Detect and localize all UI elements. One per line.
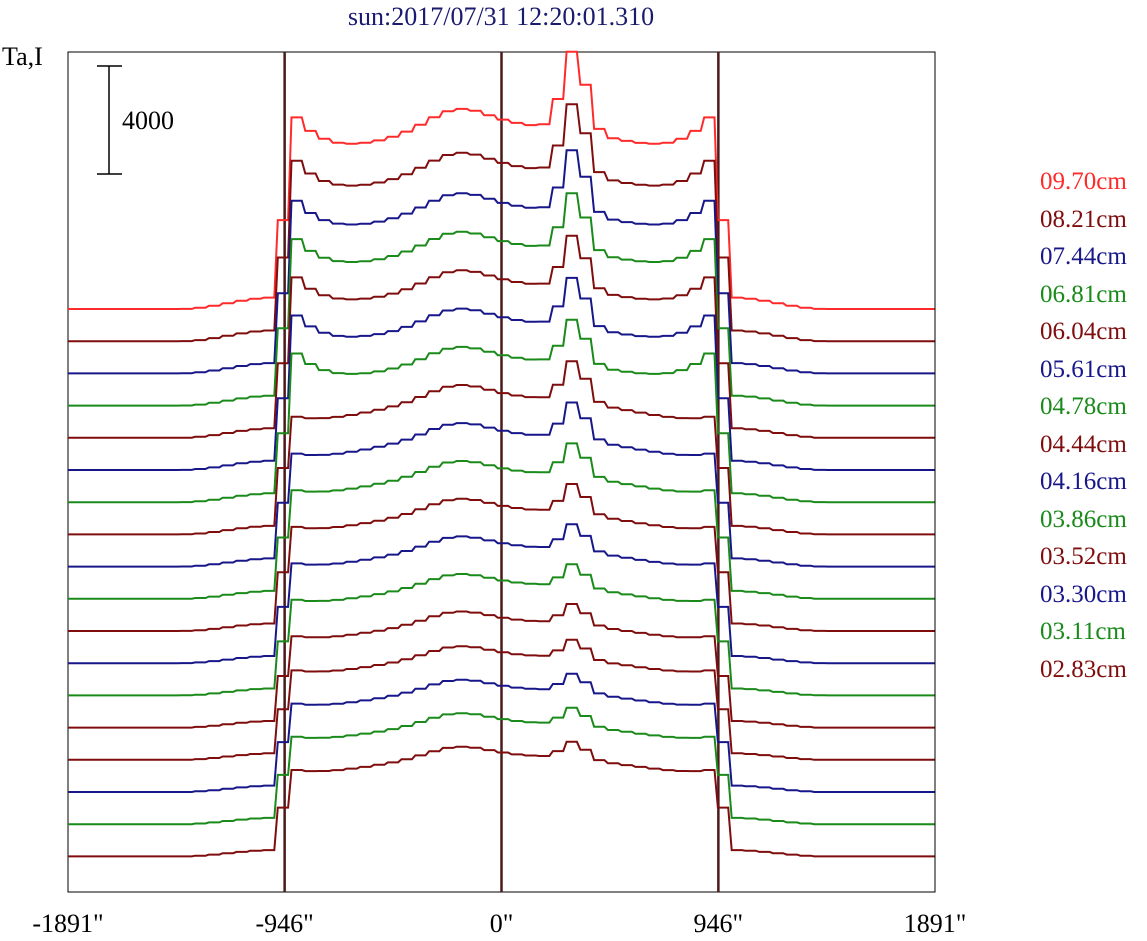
extra-trace-14: [68, 638, 935, 761]
legend-item-09.70cm: 09.70cm: [1040, 168, 1127, 195]
chart-title: sun:2017/07/31 12:20:01.310: [347, 2, 655, 31]
legend-item-05.61cm: 05.61cm: [1040, 355, 1127, 383]
series-line-03.52cm: [68, 483, 935, 632]
x-tick-label-4: 1891": [904, 909, 967, 938]
series-line-08.21cm: [68, 103, 935, 343]
series-line-02.83cm: [68, 603, 935, 729]
legend-item-06.04cm: 06.04cm: [1040, 318, 1127, 345]
series-line-04.16cm: [68, 401, 935, 568]
legend-item-04.44cm: 04.44cm: [1040, 430, 1127, 458]
scale-bar-label: 4000: [122, 106, 174, 135]
series-line-07.44cm: [68, 149, 935, 375]
series-line-03.30cm: [68, 523, 935, 665]
x-tick-label-0: -1891": [32, 909, 103, 938]
legend-item-03.11cm: 03.11cm: [1040, 618, 1126, 645]
series-line-04.78cm: [68, 318, 935, 504]
series-line-09.70cm: [68, 50, 935, 310]
series-line-05.61cm: [68, 276, 935, 471]
legend-item-08.21cm: 08.21cm: [1040, 205, 1127, 233]
legend-item-03.30cm: 03.30cm: [1040, 580, 1127, 608]
legend-item-03.52cm: 03.52cm: [1040, 543, 1127, 570]
series-line-06.04cm: [68, 234, 935, 439]
x-tick-label-1: -946": [255, 909, 313, 938]
y-axis-label: Ta,I: [2, 42, 43, 71]
series-line-03.11cm: [68, 563, 935, 697]
extra-trace-17: [68, 740, 935, 858]
extra-trace-16: [68, 706, 935, 826]
series-line-03.86cm: [68, 442, 935, 600]
legend-item-02.83cm: 02.83cm: [1040, 655, 1127, 683]
scale-bar: 4000: [97, 65, 174, 175]
x-tick-label-2: 0": [490, 909, 514, 938]
legend-item-04.16cm: 04.16cm: [1040, 468, 1127, 495]
legend-item-03.86cm: 03.86cm: [1040, 505, 1127, 533]
series-line-06.81cm: [68, 192, 935, 407]
legend-item-04.78cm: 04.78cm: [1040, 393, 1127, 420]
extra-trace-15: [68, 672, 935, 793]
legend-item-06.81cm: 06.81cm: [1040, 280, 1127, 308]
series-line-04.44cm: [68, 360, 935, 536]
legend-item-07.44cm: 07.44cm: [1040, 243, 1127, 270]
x-tick-label-3: 946": [694, 909, 744, 938]
